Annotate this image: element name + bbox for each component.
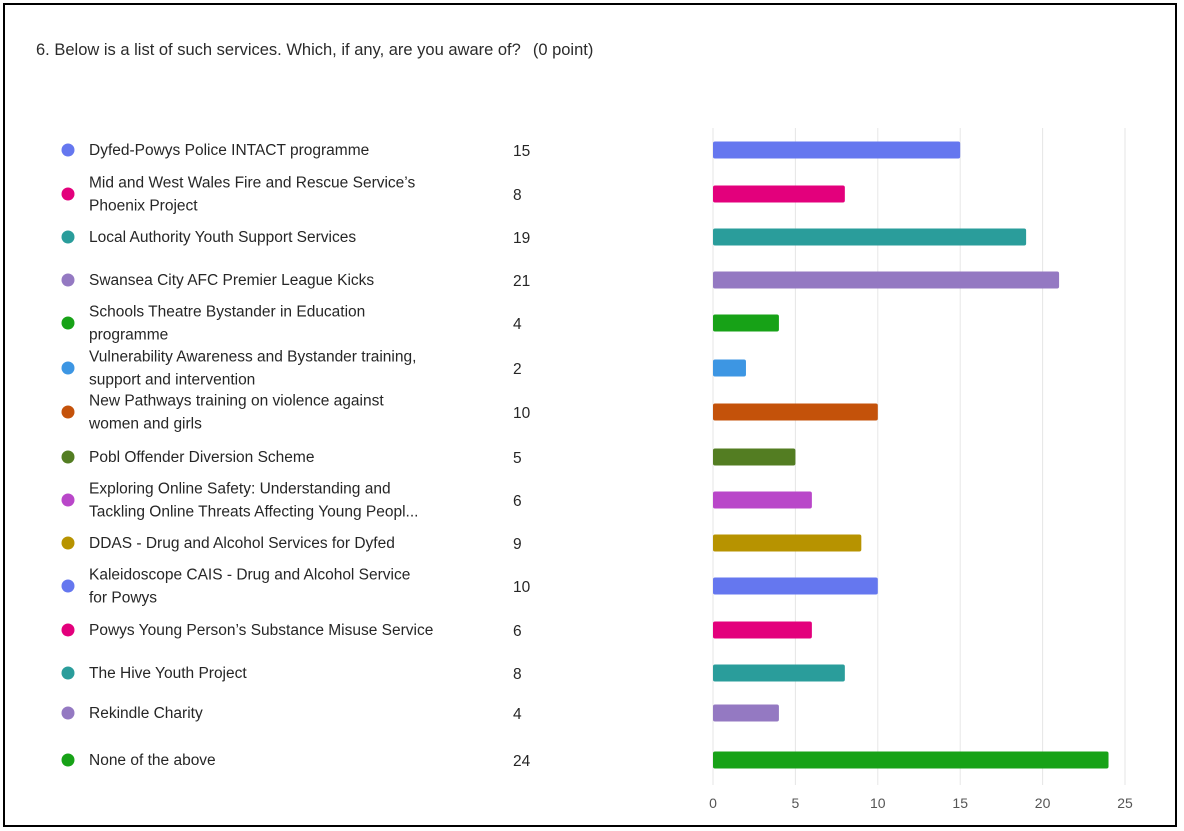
legend-dot <box>61 230 75 244</box>
response-count: 4 <box>513 706 522 723</box>
legend-dot <box>61 316 75 330</box>
x-tick-label: 5 <box>792 795 800 811</box>
category-label: Kaleidoscope CAIS - Drug and Alcohol Ser… <box>89 567 410 584</box>
category-label: Dyfed-Powys Police INTACT programme <box>89 142 369 159</box>
x-tick-label: 25 <box>1117 795 1133 811</box>
legend-dot <box>61 187 75 201</box>
legend-dot <box>61 493 75 507</box>
response-count: 19 <box>513 230 530 247</box>
bar <box>713 228 1027 246</box>
category-label: programme <box>89 327 168 344</box>
bar <box>713 359 746 377</box>
response-count: 15 <box>513 143 530 160</box>
legend-dot <box>61 666 75 680</box>
response-count: 6 <box>513 623 522 640</box>
category-label: None of the above <box>89 752 216 769</box>
x-tick-label: 15 <box>952 795 968 811</box>
bar <box>713 314 779 332</box>
bar <box>713 664 845 682</box>
bar <box>713 534 862 552</box>
category-label: Local Authority Youth Support Services <box>89 229 356 246</box>
category-label: The Hive Youth Project <box>89 665 247 682</box>
category-label: support and intervention <box>89 372 255 389</box>
question-text: 6. Below is a list of such services. Whi… <box>36 41 521 59</box>
legend-dot <box>61 753 75 767</box>
response-count: 21 <box>513 273 530 290</box>
category-label: Powys Young Person’s Substance Misuse Se… <box>89 622 433 639</box>
category-label: Rekindle Charity <box>89 705 203 722</box>
response-count: 5 <box>513 450 522 467</box>
x-tick-label: 10 <box>870 795 886 811</box>
legend-dot <box>61 536 75 550</box>
response-count: 2 <box>513 361 522 378</box>
question-header: 6. Below is a list of such services. Whi… <box>36 41 593 60</box>
bar <box>713 751 1109 769</box>
x-tick-label: 20 <box>1035 795 1051 811</box>
category-label: women and girls <box>88 416 202 433</box>
bar <box>713 403 878 421</box>
response-count: 4 <box>513 316 522 333</box>
legend-dot <box>61 706 75 720</box>
response-count: 10 <box>513 405 531 422</box>
legend-dot <box>61 450 75 464</box>
category-label: Swansea City AFC Premier League Kicks <box>89 272 374 289</box>
bar <box>713 621 812 639</box>
bar <box>713 577 878 595</box>
bar <box>713 448 796 466</box>
category-label: Tackling Online Threats Affecting Young … <box>89 504 418 521</box>
category-label: for Powys <box>89 590 157 607</box>
response-count: 8 <box>513 666 522 683</box>
category-label: Pobl Offender Diversion Scheme <box>89 449 314 466</box>
response-count: 8 <box>513 187 522 204</box>
response-count: 24 <box>513 753 531 770</box>
bar <box>713 271 1060 289</box>
response-count: 9 <box>513 536 522 553</box>
category-label: Mid and West Wales Fire and Rescue Servi… <box>89 175 415 192</box>
bar <box>713 141 961 159</box>
legend-dot <box>61 361 75 375</box>
legend-dot <box>61 143 75 157</box>
legend-dot <box>61 405 75 419</box>
legend-dot <box>61 273 75 287</box>
category-label: Phoenix Project <box>89 198 198 215</box>
category-label: New Pathways training on violence agains… <box>89 393 384 410</box>
question-card: 6. Below is a list of such services. Whi… <box>3 3 1177 827</box>
response-count: 10 <box>513 579 531 596</box>
bar <box>713 185 845 203</box>
legend-dot <box>61 623 75 637</box>
bar <box>713 704 779 722</box>
question-points: (0 point) <box>532 41 594 59</box>
bar <box>713 491 812 509</box>
category-label: Schools Theatre Bystander in Education <box>89 304 365 321</box>
legend-dot <box>61 579 75 593</box>
category-label: Exploring Online Safety: Understanding a… <box>89 481 391 498</box>
x-tick-label: 0 <box>709 795 717 811</box>
response-count: 6 <box>513 493 522 510</box>
category-label: DDAS - Drug and Alcohol Services for Dyf… <box>89 535 395 552</box>
category-label: Vulnerability Awareness and Bystander tr… <box>89 349 416 366</box>
